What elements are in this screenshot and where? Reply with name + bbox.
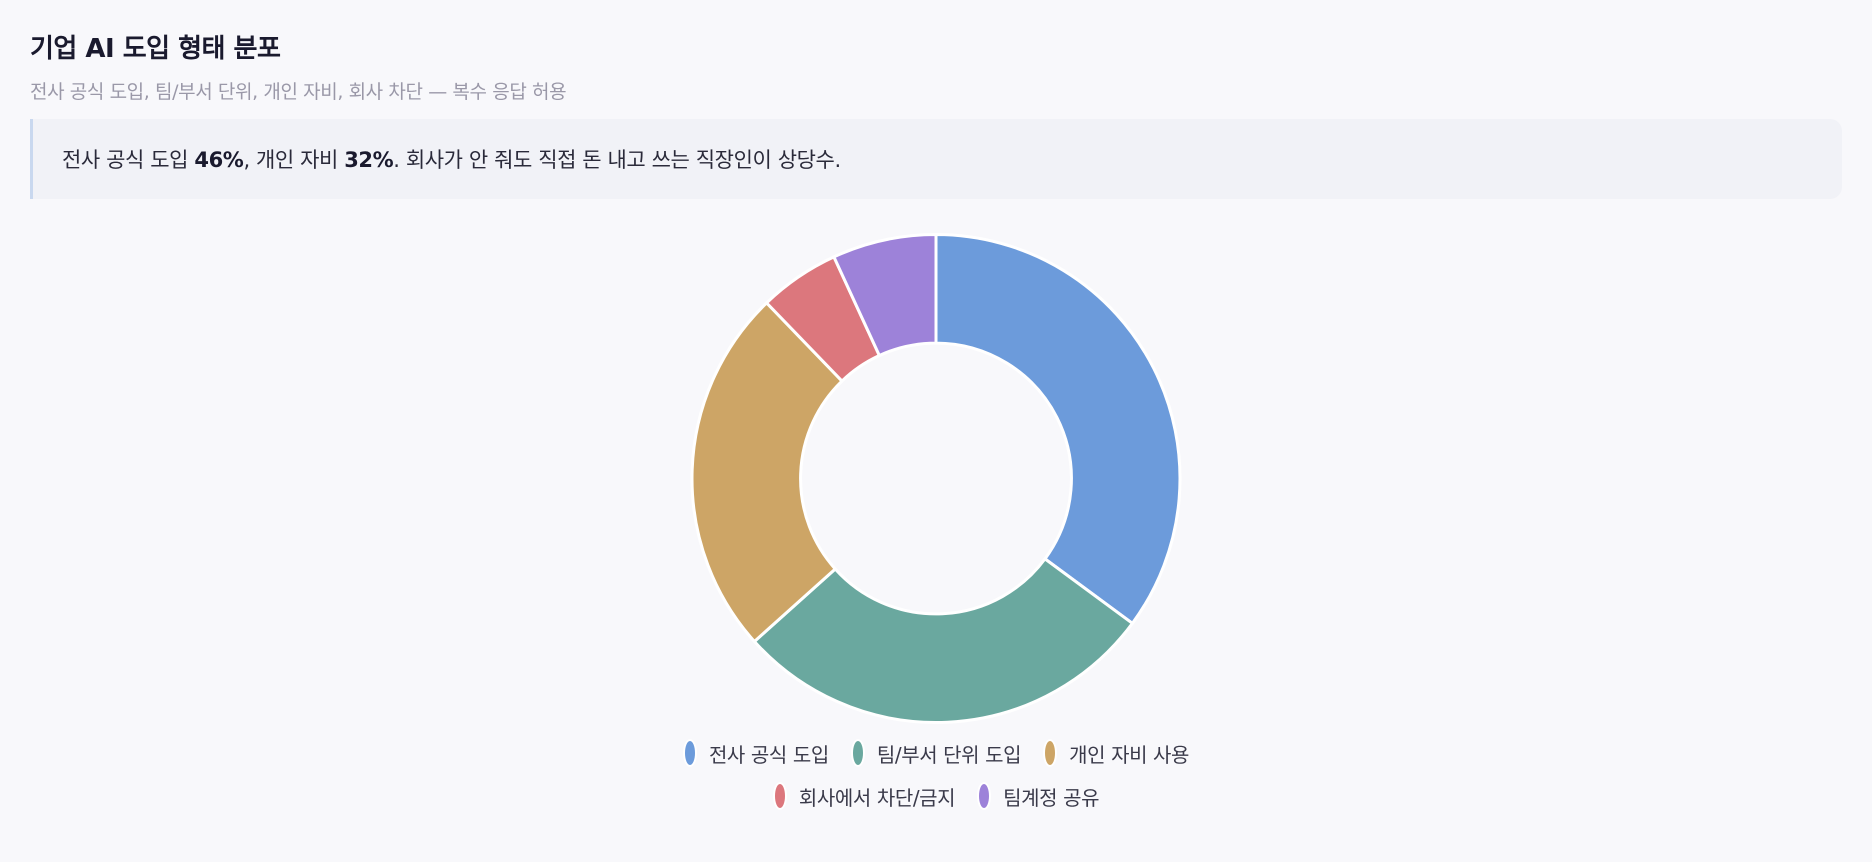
legend-item-team[interactable]: 팀/부서 단위 도입 (850, 739, 1022, 768)
slice-personal[interactable] (690, 301, 844, 643)
slice-shared-account[interactable] (832, 233, 938, 358)
legend-marker-icon (977, 782, 992, 810)
legend-row-2: 회사에서 차단/금지 팀계정 공유 (772, 781, 1100, 811)
insight-callout: 전사 공식 도입 46%, 개인 자비 32%. 회사가 안 줘도 직접 돈 내… (30, 119, 1842, 199)
insight-value-personal: 32% (344, 148, 394, 172)
slice-official[interactable] (934, 233, 1182, 625)
insight-text-part3: . 회사가 안 줘도 직접 돈 내고 쓰는 직장인이 상당수. (393, 148, 841, 172)
legend-item-official[interactable]: 전사 공식 도입 (682, 739, 829, 768)
chart-legend: 전사 공식 도입 팀/부서 단위 도입 개인 자비 사용 회사에서 차단/금지 … (0, 738, 1872, 811)
legend-label: 개인 자비 사용 (1069, 742, 1190, 767)
legend-row-1: 전사 공식 도입 팀/부서 단위 도입 개인 자비 사용 (682, 738, 1189, 768)
legend-item-personal[interactable]: 개인 자비 사용 (1043, 739, 1189, 768)
legend-marker-icon (1043, 739, 1058, 767)
legend-marker-icon (682, 739, 697, 767)
page-subtitle: 전사 공식 도입, 팀/부서 단위, 개인 자비, 회사 차단 — 복수 응답 … (30, 81, 567, 103)
legend-label: 팀계정 공유 (1003, 785, 1100, 810)
insight-value-official: 46% (194, 148, 244, 172)
legend-marker-icon (772, 782, 787, 810)
legend-marker-icon (850, 739, 865, 767)
legend-label: 전사 공식 도입 (708, 742, 829, 767)
legend-item-shared-account[interactable]: 팀계정 공유 (977, 782, 1100, 811)
insight-text: 전사 공식 도입 46%, 개인 자비 32%. 회사가 안 줘도 직접 돈 내… (62, 144, 841, 174)
legend-label: 팀/부서 단위 도입 (876, 742, 1022, 767)
legend-item-blocked[interactable]: 회사에서 차단/금지 (772, 782, 956, 811)
legend-label: 회사에서 차단/금지 (798, 785, 956, 810)
insight-text-part1: 전사 공식 도입 (62, 148, 195, 172)
page-title: 기업 AI 도입 형태 분포 (30, 34, 281, 64)
slice-team[interactable] (752, 557, 1134, 724)
donut-slices (690, 233, 1182, 724)
insight-text-part2: , 개인 자비 (243, 148, 345, 172)
